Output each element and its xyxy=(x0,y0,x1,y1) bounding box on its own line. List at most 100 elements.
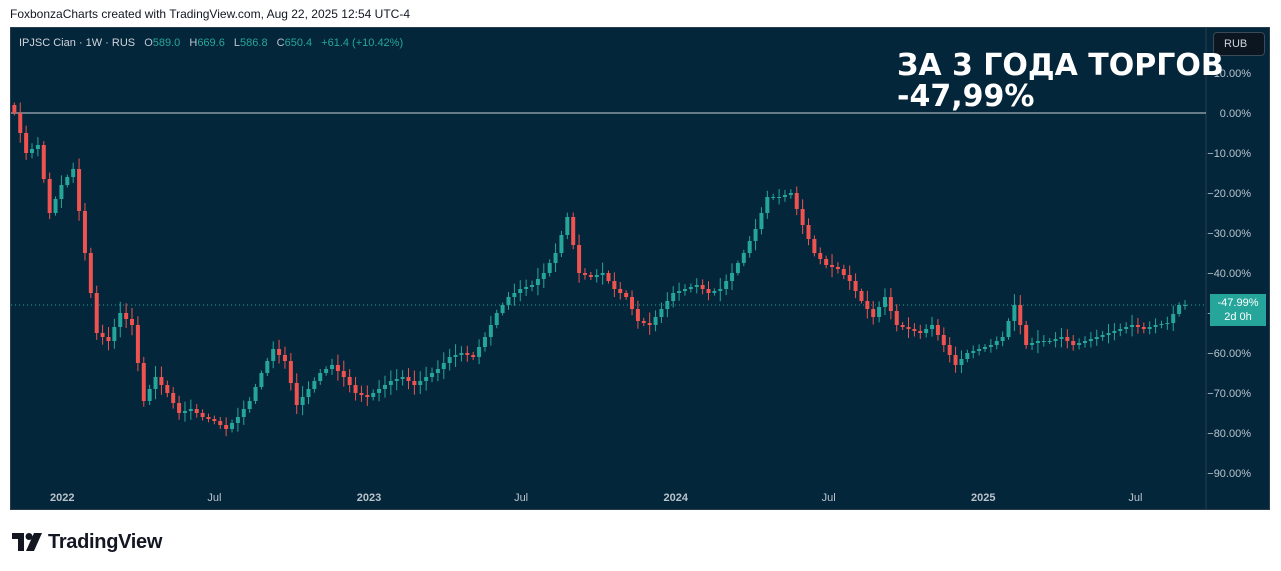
candle-body xyxy=(847,275,852,281)
candle-body xyxy=(365,395,370,397)
candle-body xyxy=(941,335,946,345)
candle-body xyxy=(159,377,164,385)
x-tick-label: Jul xyxy=(822,492,836,504)
candle-body xyxy=(812,239,817,253)
candle-body xyxy=(471,355,476,357)
candle-body xyxy=(188,409,193,411)
tradingview-wordmark: TradingView xyxy=(48,530,163,553)
candle-body xyxy=(1153,325,1158,327)
candle-body xyxy=(535,279,540,285)
candle-body xyxy=(400,377,405,379)
candle-body xyxy=(1077,343,1082,345)
tradingview-logo-icon xyxy=(12,533,42,551)
symbol-name: IPJSC Cian · 1W · RUS xyxy=(19,37,136,49)
candle-body xyxy=(135,325,140,363)
candle-body xyxy=(971,351,976,353)
candle-body xyxy=(906,327,911,329)
candle-body xyxy=(35,145,40,149)
candle-body xyxy=(677,291,682,293)
candle-body xyxy=(77,169,82,211)
candle-body xyxy=(571,217,576,245)
candle-body xyxy=(394,379,399,381)
candle-body xyxy=(12,105,17,113)
tradingview-logo[interactable]: TradingView xyxy=(12,530,162,554)
x-tick-label: 2025 xyxy=(971,492,995,504)
candle-body xyxy=(1182,304,1187,306)
bar-countdown: 2d 0h xyxy=(1224,311,1252,323)
candle-body xyxy=(694,285,699,287)
candle-body xyxy=(82,211,87,253)
high-label: H xyxy=(189,37,198,49)
y-tick-label: −20.00% xyxy=(1207,188,1251,200)
candle-body xyxy=(712,291,717,293)
candle-body xyxy=(1053,339,1058,341)
candle-body xyxy=(959,359,964,365)
candle-body xyxy=(388,381,393,385)
candle-body xyxy=(871,309,876,317)
candle-body xyxy=(853,281,858,291)
y-tick-label: 0.00% xyxy=(1220,108,1251,120)
candle-body xyxy=(453,355,458,357)
candle-body xyxy=(247,401,252,409)
candle-body xyxy=(935,325,940,335)
candle-body xyxy=(900,325,905,327)
candle-body xyxy=(771,197,776,198)
candle-body xyxy=(988,345,993,347)
candle-body xyxy=(118,313,123,327)
candle-body xyxy=(1071,341,1076,345)
candle-body xyxy=(924,329,929,333)
candle-body xyxy=(818,253,823,259)
y-tick-label: −70.00% xyxy=(1207,388,1251,400)
candle-body xyxy=(965,353,970,359)
candle-body xyxy=(141,363,146,401)
candle-body xyxy=(259,373,264,387)
candle-body xyxy=(377,389,382,393)
candle-body xyxy=(618,289,623,293)
candle-body xyxy=(1024,325,1029,345)
currency-button[interactable]: RUB xyxy=(1213,32,1265,56)
candle-body xyxy=(406,377,411,381)
candle-body xyxy=(424,377,429,381)
candle-body xyxy=(518,289,523,293)
candle-body xyxy=(500,305,505,313)
y-tick-label: −30.00% xyxy=(1207,228,1251,240)
chart-annotation: ЗА 3 ГОДА ТОРГОВ -47,99% xyxy=(897,50,1224,112)
candle-body xyxy=(530,285,535,287)
candle-body xyxy=(418,381,423,385)
candle-body xyxy=(553,253,558,263)
annotation-line-2: -47,99% xyxy=(897,79,1035,114)
candle-body xyxy=(700,285,705,289)
candle-body xyxy=(1000,337,1005,341)
candle-body xyxy=(647,323,652,325)
candle-body xyxy=(565,217,570,235)
candle-body xyxy=(224,425,229,429)
candle-body xyxy=(612,281,617,289)
candle-body xyxy=(841,269,846,275)
candle-body xyxy=(459,353,464,355)
candle-body xyxy=(1035,341,1040,343)
candle-body xyxy=(53,199,58,213)
candle-body xyxy=(930,325,935,329)
candle-body xyxy=(635,309,640,321)
candle-body xyxy=(547,263,552,273)
candle-body xyxy=(800,209,805,225)
candle-body xyxy=(165,385,170,393)
candle-body xyxy=(194,409,199,413)
candle-body xyxy=(1012,305,1017,321)
candle-body xyxy=(24,133,29,153)
candle-body xyxy=(1065,337,1070,341)
candle-body xyxy=(724,281,729,289)
x-tick-label: 2023 xyxy=(357,492,381,504)
symbol-legend: IPJSC Cian · 1W · RUS O589.0 H669.6 L586… xyxy=(19,37,409,49)
x-tick-label: 2022 xyxy=(50,492,74,504)
candle-body xyxy=(341,371,346,377)
candle-body xyxy=(794,193,799,209)
candle-body xyxy=(265,361,270,373)
candle-body xyxy=(494,313,499,325)
candle-body xyxy=(465,353,470,355)
candle-body xyxy=(124,313,129,319)
chart-area[interactable]: 10.00% 0.00% −10.00% −20.00% −30.00% −40.00% −… xyxy=(10,27,1270,510)
candle-body xyxy=(982,347,987,349)
candle-body xyxy=(894,311,899,325)
candle-body xyxy=(282,355,287,361)
